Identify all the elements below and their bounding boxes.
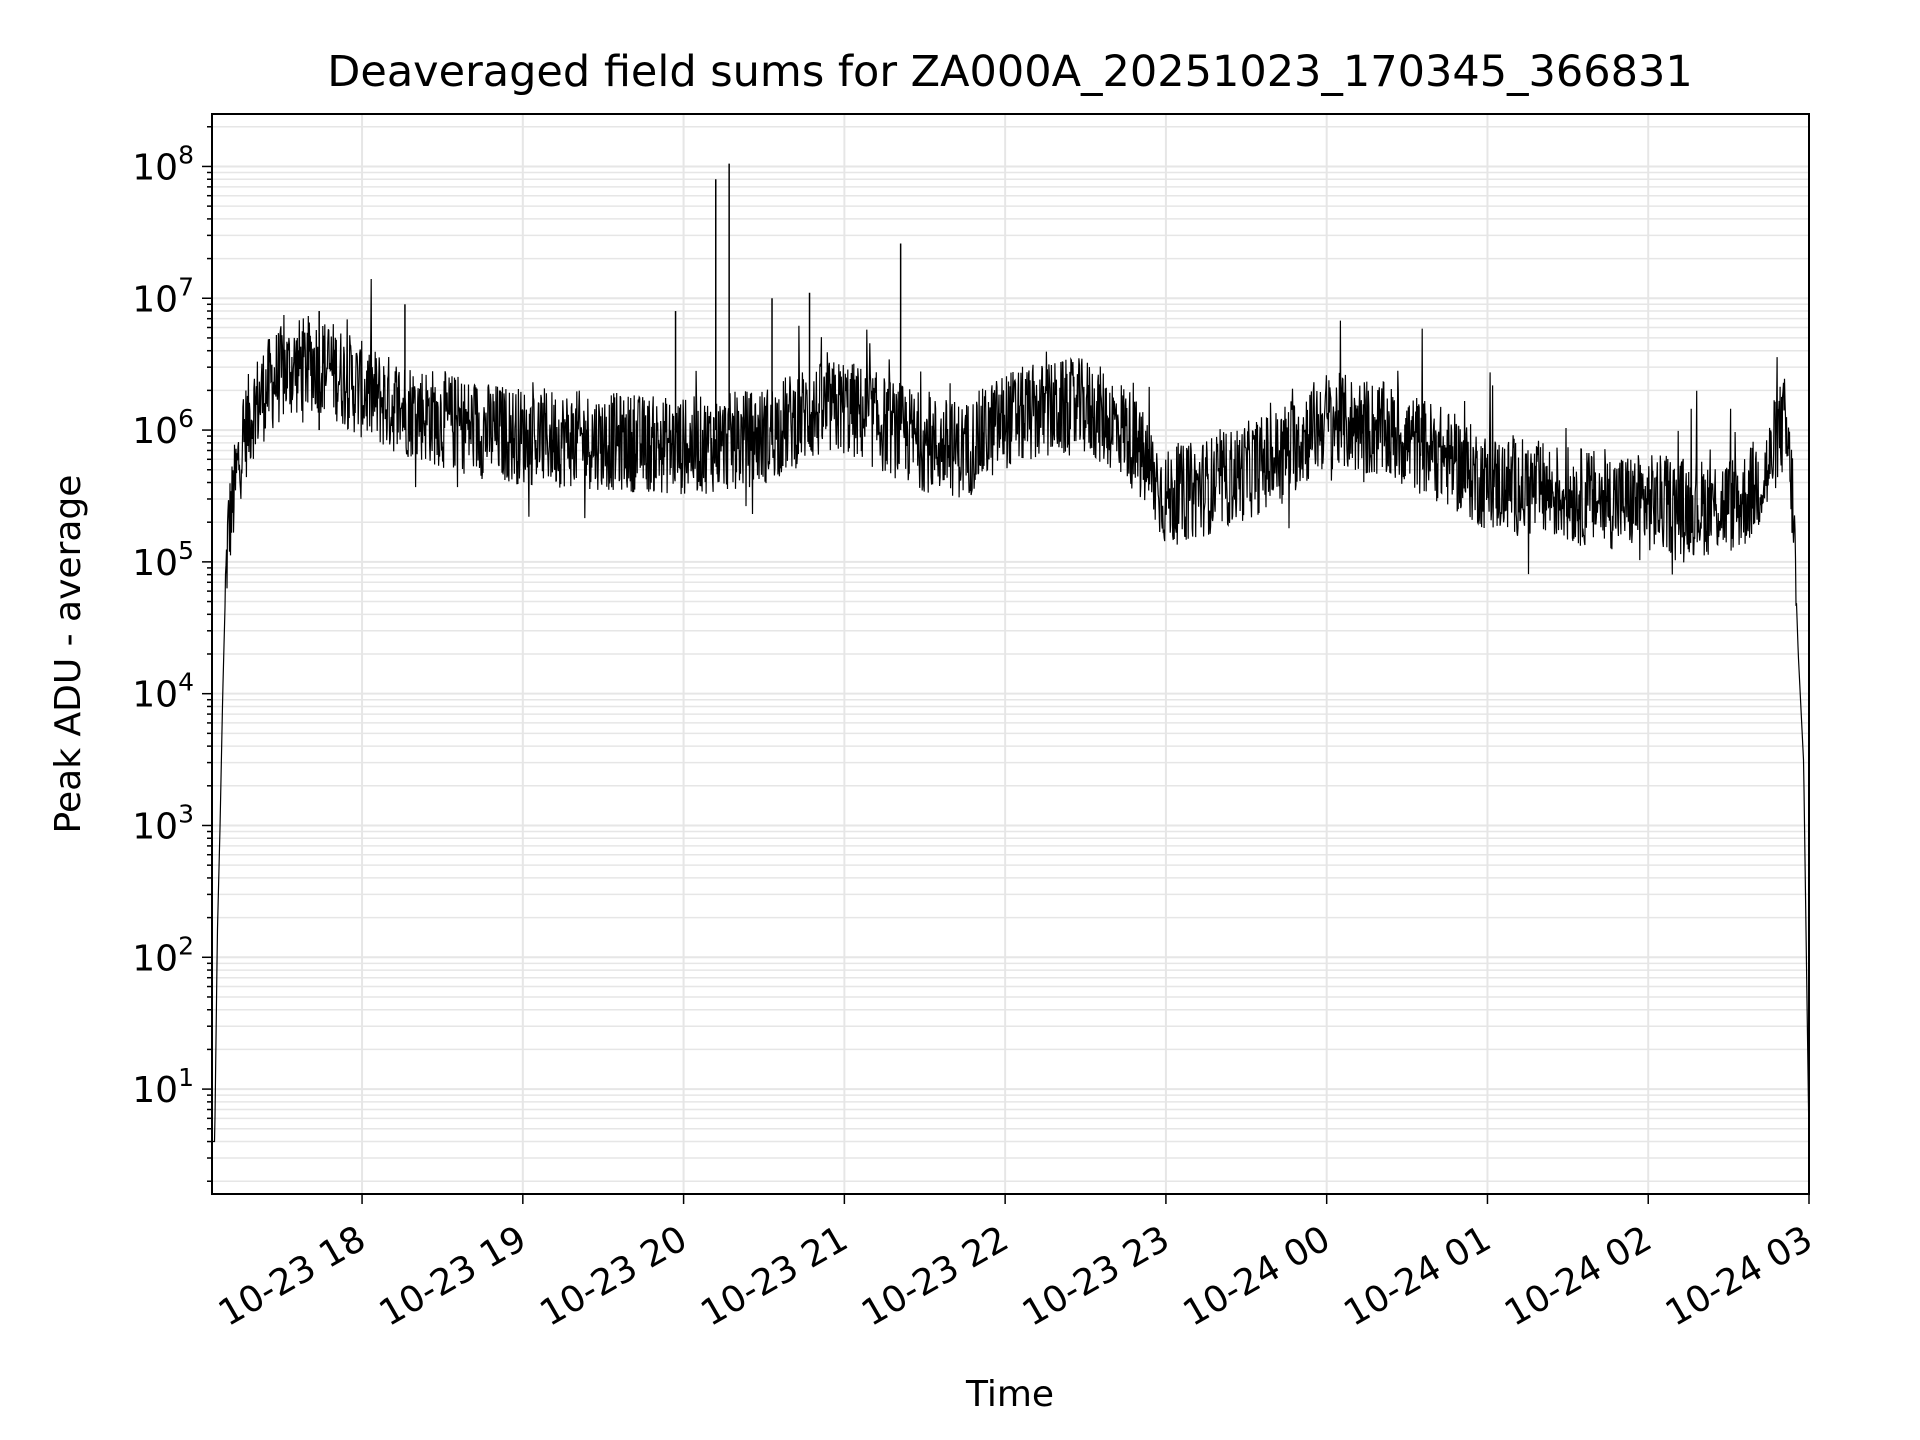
plot-series [212,163,1810,1143]
y-tick-exponent: 2 [178,931,194,960]
chart-title: Deaveraged field sums for ZA000A_2025102… [327,47,1692,97]
y-tick-label: 107 [132,272,194,320]
y-tick-label: 102 [132,931,194,979]
series-line [212,278,1810,1143]
y-tick-base: 10 [132,938,178,979]
y-tick-exponent: 4 [178,668,194,697]
y-tick-label: 103 [132,799,194,847]
y-tick-exponent: 6 [178,404,194,433]
y-tick-base: 10 [132,806,178,847]
grid [212,114,1810,1194]
y-tick-label: 105 [132,536,194,584]
y-tick-base: 10 [132,147,178,188]
y-axis-title: Peak ADU - average [48,475,89,834]
x-axis-title: Time [965,1374,1054,1415]
y-tick-exponent: 5 [178,536,194,565]
y-tick-base: 10 [132,543,178,584]
y-tick-base: 10 [132,675,178,716]
y-tick-exponent: 1 [178,1063,194,1092]
y-tick-label: 104 [132,668,194,716]
y-tick-exponent: 8 [178,140,194,169]
y-tick-exponent: 3 [178,799,194,828]
y-tick-label: 108 [132,140,194,188]
y-tick-base: 10 [132,411,178,452]
y-tick-label: 101 [132,1063,194,1111]
y-tick-exponent: 7 [178,272,194,301]
y-tick-base: 10 [132,279,178,320]
y-tick-base: 10 [132,1070,178,1111]
y-tick-label: 106 [132,404,194,452]
